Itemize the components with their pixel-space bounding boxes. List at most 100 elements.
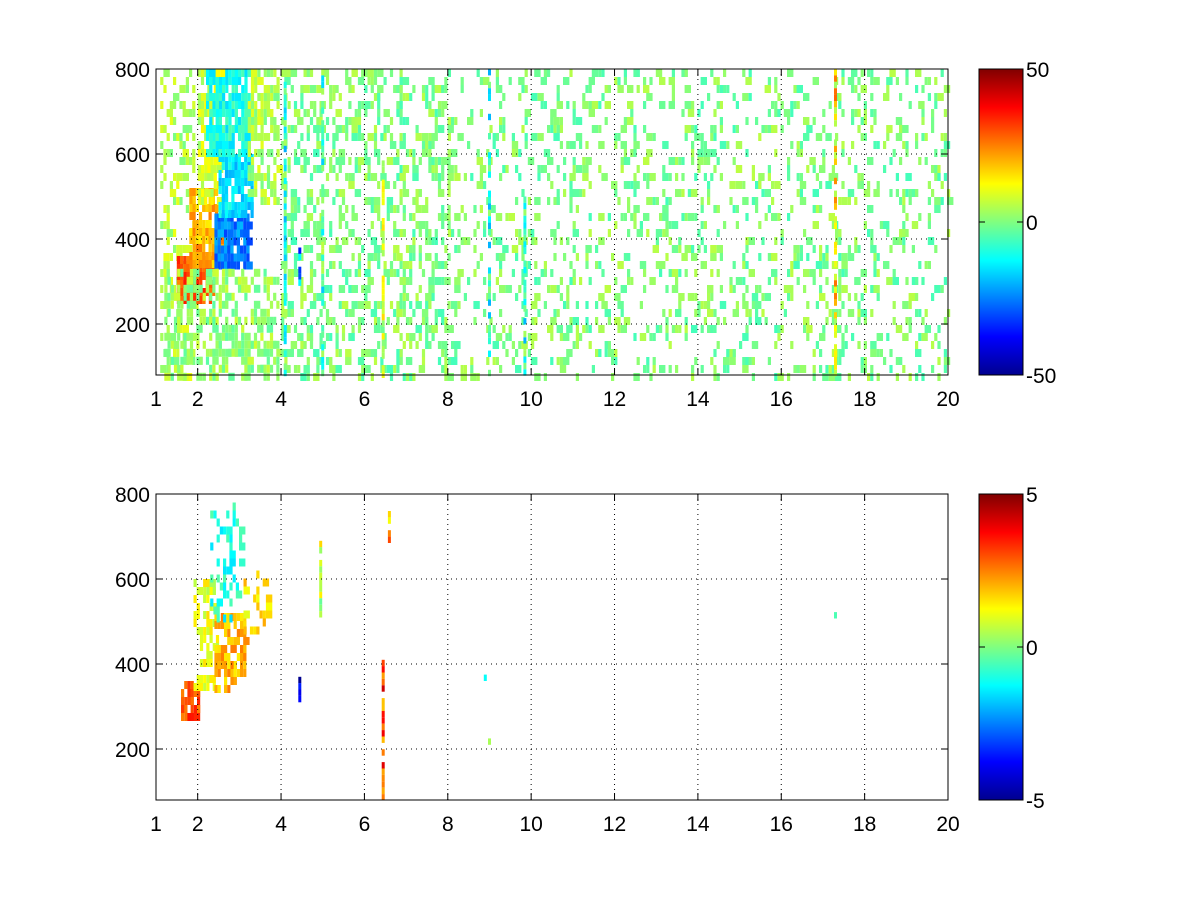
heatmap-cell (241, 69, 245, 77)
heatmap-cell (742, 365, 749, 373)
heatmap-cell (185, 245, 193, 253)
heatmap-cell (463, 213, 467, 221)
heatmap-cell (236, 229, 240, 238)
heatmap-cell (726, 85, 730, 93)
heatmap-cell (217, 661, 221, 669)
heatmap-cell (437, 157, 442, 165)
heatmap-streak-cell (321, 184, 325, 191)
heatmap-cell (229, 614, 233, 623)
heatmap-cell (181, 697, 185, 705)
heatmap-cell (319, 341, 323, 349)
heatmap-cell (234, 332, 238, 341)
heatmap-cell (219, 526, 223, 535)
heatmap-cell (831, 349, 835, 357)
heatmap-cell (867, 205, 874, 213)
heatmap-cell (177, 324, 181, 333)
heatmap-cell (860, 269, 867, 277)
heatmap-cell (489, 317, 493, 325)
heatmap-cell (870, 93, 874, 101)
heatmap-cell (193, 683, 197, 691)
heatmap-cell (405, 149, 410, 157)
heatmap-cell (575, 253, 579, 261)
heatmap-streak-cell (381, 768, 385, 775)
heatmap-cell (796, 365, 800, 373)
heatmap-cell (373, 125, 378, 133)
heatmap-cell (195, 252, 199, 260)
heatmap-cell (508, 333, 512, 341)
heatmap-cell (214, 261, 218, 270)
heatmap-cell (367, 77, 371, 85)
heatmap-cell (620, 165, 624, 173)
heatmap-cell (266, 364, 270, 373)
heatmap-cell (841, 253, 848, 261)
heatmap-cell (867, 69, 871, 77)
heatmap-cell (447, 221, 451, 229)
heatmap-cell (198, 252, 206, 260)
heatmap-cell (447, 277, 451, 285)
heatmap-cell (237, 154, 241, 162)
heatmap-cell (412, 309, 416, 317)
heatmap-cell (233, 621, 237, 629)
heatmap-cell (287, 245, 291, 253)
heatmap-cell (348, 157, 352, 165)
heatmap-cell (838, 229, 842, 237)
heatmap-cell (273, 85, 280, 93)
heatmap-cell (803, 269, 810, 277)
heatmap-cell (569, 173, 576, 181)
heatmap-streak-cell (834, 325, 837, 332)
heatmap-streak-cell (488, 171, 491, 178)
heatmap-cell (447, 213, 451, 221)
heatmap-cell (553, 133, 560, 141)
heatmap-cell (627, 117, 634, 125)
heatmap-cell (309, 341, 314, 349)
heatmap-cell (703, 149, 711, 157)
heatmap-cell (228, 202, 232, 210)
heatmap-cell (895, 117, 903, 125)
heatmap-cell (767, 165, 771, 173)
heatmap-cell (668, 341, 672, 349)
heatmap-cell (614, 357, 618, 365)
heatmap-cell (454, 277, 461, 285)
heatmap-cell (940, 133, 944, 141)
heatmap-cell (354, 285, 358, 293)
heatmap-cell (796, 85, 803, 93)
heatmap-cell (204, 69, 208, 77)
heatmap-cell (338, 261, 342, 269)
heatmap-cell (273, 189, 277, 197)
heatmap-cell (825, 245, 829, 253)
heatmap-cell (611, 373, 615, 381)
heatmap-cell (329, 221, 333, 229)
heatmap-cell (185, 149, 189, 157)
heatmap-cell (681, 173, 685, 181)
heatmap-streak-cell (523, 356, 527, 363)
heatmap-streak-cell (381, 723, 385, 731)
heatmap-cell (921, 133, 925, 141)
heatmap-cell (566, 301, 570, 309)
heatmap-cell (373, 93, 381, 101)
heatmap-cell (447, 149, 451, 157)
heatmap-streak-cell (834, 369, 837, 377)
heatmap-cell (652, 357, 656, 365)
heatmap-cell (199, 372, 203, 381)
heatmap-streak-cell (321, 222, 325, 229)
heatmap-cell (895, 173, 899, 181)
heatmap-cell (386, 269, 390, 277)
heatmap-cell (250, 364, 254, 373)
heatmap-cell (160, 77, 164, 85)
heatmap-streak-cell (321, 158, 325, 165)
heatmap-cell (441, 317, 445, 325)
heatmap-cell (799, 173, 803, 181)
heatmap-cell (418, 189, 422, 197)
heatmap-streak-cell (321, 280, 325, 287)
heatmap-cell (399, 133, 403, 141)
heatmap-cell (758, 181, 762, 189)
heatmap-cell (316, 133, 320, 141)
heatmap-cell (943, 173, 947, 181)
heatmap-cell (684, 133, 688, 141)
grid-lines-top (156, 69, 948, 375)
heatmap-cell (164, 348, 171, 357)
heatmap-cell (250, 69, 258, 77)
heatmap-cell (234, 178, 241, 186)
heatmap-cell (399, 109, 403, 117)
heatmap-cell (218, 284, 222, 293)
